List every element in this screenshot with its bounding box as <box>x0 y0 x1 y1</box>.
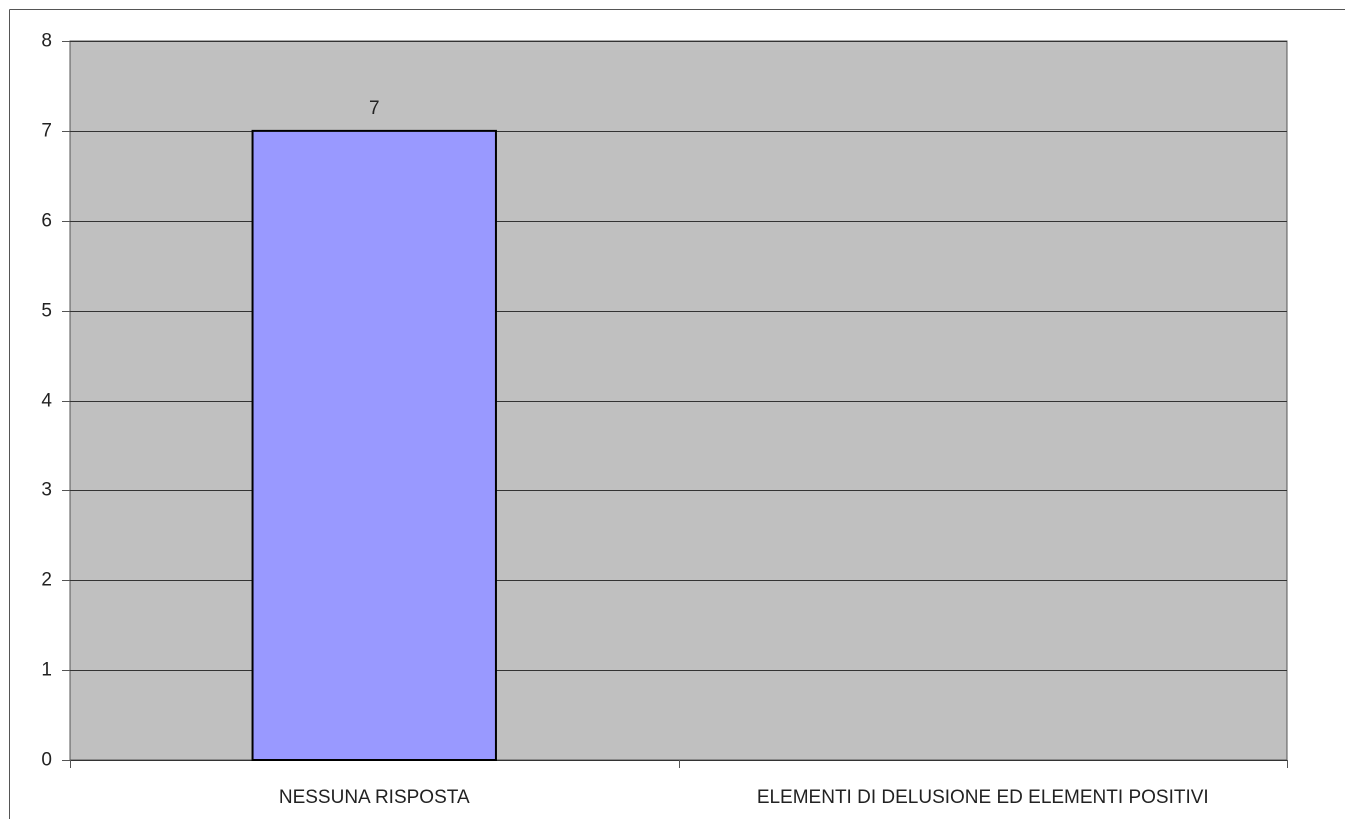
y-tick-label: 3 <box>41 480 52 501</box>
y-tick-label: 1 <box>41 660 52 681</box>
x-tick-label: ELEMENTI DI DELUSIONE ED ELEMENTI POSITI… <box>757 787 1209 808</box>
y-tick-label: 2 <box>41 570 52 591</box>
bar <box>251 129 497 761</box>
y-tick-label: 0 <box>41 750 52 771</box>
y-tick-label: 8 <box>41 31 52 52</box>
x-tick-label: NESSUNA RISPOSTA <box>279 787 470 808</box>
y-tick-label: 4 <box>41 391 52 412</box>
data-label: 7 <box>369 98 380 119</box>
y-tick-label: 7 <box>41 121 52 142</box>
y-tick-label: 6 <box>41 211 52 232</box>
y-tick-label: 5 <box>41 301 52 322</box>
